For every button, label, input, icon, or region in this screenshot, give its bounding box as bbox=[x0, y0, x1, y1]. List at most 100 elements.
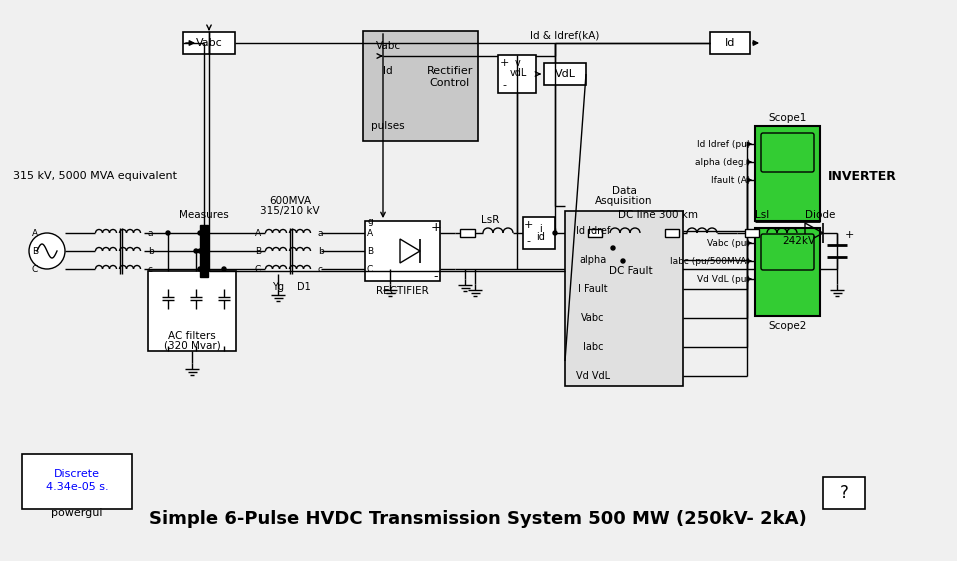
Text: Id: Id bbox=[724, 38, 735, 48]
Text: I Fault: I Fault bbox=[578, 284, 608, 294]
Text: Rectifier: Rectifier bbox=[427, 66, 473, 76]
Text: Scope1: Scope1 bbox=[768, 113, 807, 123]
Bar bbox=[460, 229, 475, 237]
Text: C: C bbox=[367, 264, 373, 274]
Text: +: + bbox=[523, 220, 533, 230]
Text: D1: D1 bbox=[297, 282, 311, 292]
Text: +: + bbox=[844, 230, 854, 240]
Bar bbox=[200, 225, 208, 277]
Text: Vabc: Vabc bbox=[195, 38, 222, 48]
Text: RECTIFIER: RECTIFIER bbox=[376, 286, 429, 296]
Text: 4.34e-05 s.: 4.34e-05 s. bbox=[46, 482, 108, 492]
Bar bbox=[588, 229, 602, 237]
Circle shape bbox=[29, 233, 65, 269]
Bar bbox=[22, 454, 132, 509]
Text: Vd VdL (pu): Vd VdL (pu) bbox=[697, 274, 750, 283]
Text: DC Fault: DC Fault bbox=[610, 266, 653, 276]
Text: Id Idref (pu): Id Idref (pu) bbox=[697, 140, 750, 149]
Text: A: A bbox=[367, 228, 373, 237]
Text: Measures: Measures bbox=[179, 210, 229, 220]
Bar bbox=[665, 229, 679, 237]
Bar bbox=[148, 271, 236, 351]
Text: Id & Idref(kA): Id & Idref(kA) bbox=[530, 30, 600, 40]
Circle shape bbox=[202, 231, 207, 236]
Text: Scope2: Scope2 bbox=[768, 321, 807, 331]
Bar bbox=[363, 31, 478, 141]
Text: +: + bbox=[431, 220, 441, 233]
Text: Vd VdL: Vd VdL bbox=[576, 371, 610, 381]
Circle shape bbox=[194, 249, 198, 253]
Text: Diode: Diode bbox=[805, 210, 835, 220]
Text: DC line 300 km: DC line 300 km bbox=[618, 210, 698, 220]
Text: a: a bbox=[148, 228, 153, 237]
Circle shape bbox=[198, 267, 202, 271]
Text: Discrete: Discrete bbox=[54, 469, 100, 479]
Text: alpha: alpha bbox=[579, 255, 607, 265]
Bar bbox=[183, 32, 235, 54]
Bar bbox=[498, 55, 536, 93]
FancyBboxPatch shape bbox=[761, 133, 814, 172]
Bar bbox=[544, 63, 586, 85]
Text: C: C bbox=[32, 264, 38, 274]
Text: VdL: VdL bbox=[554, 69, 575, 79]
Bar bbox=[755, 228, 820, 316]
Text: B: B bbox=[32, 246, 38, 255]
Text: 242kV: 242kV bbox=[782, 236, 815, 246]
Text: vdL: vdL bbox=[509, 68, 526, 78]
Text: Control: Control bbox=[430, 78, 470, 88]
Circle shape bbox=[198, 249, 202, 253]
Text: a: a bbox=[318, 228, 323, 237]
Bar bbox=[745, 229, 759, 237]
Text: b: b bbox=[148, 246, 154, 255]
Circle shape bbox=[222, 267, 226, 271]
Circle shape bbox=[198, 231, 202, 235]
Circle shape bbox=[202, 249, 207, 254]
Text: Vabc (pu): Vabc (pu) bbox=[707, 238, 750, 247]
Text: 315 kV, 5000 MVA equivalent: 315 kV, 5000 MVA equivalent bbox=[13, 171, 177, 181]
Circle shape bbox=[611, 246, 615, 250]
Text: B: B bbox=[367, 246, 373, 255]
Text: powergui: powergui bbox=[52, 508, 102, 518]
Text: 600MVA: 600MVA bbox=[269, 196, 311, 206]
Bar bbox=[755, 126, 820, 221]
Text: +: + bbox=[500, 58, 509, 68]
Text: pulses: pulses bbox=[371, 121, 405, 131]
Text: Iabc (pu/500MVA): Iabc (pu/500MVA) bbox=[670, 256, 750, 265]
Text: A: A bbox=[32, 228, 38, 237]
Text: v: v bbox=[515, 58, 521, 68]
Bar bbox=[523, 217, 555, 249]
Bar bbox=[823, 477, 865, 509]
Text: Ifault (A): Ifault (A) bbox=[711, 176, 750, 185]
Text: b: b bbox=[318, 246, 323, 255]
Text: Asquisition: Asquisition bbox=[595, 196, 653, 206]
Text: 315/210 kV: 315/210 kV bbox=[260, 206, 320, 216]
Text: INVERTER: INVERTER bbox=[828, 169, 897, 182]
Text: alpha (deg.): alpha (deg.) bbox=[695, 158, 750, 167]
Text: -: - bbox=[526, 236, 530, 246]
Circle shape bbox=[553, 231, 557, 235]
Bar bbox=[565, 211, 683, 386]
Text: Id Idref: Id Idref bbox=[576, 226, 611, 236]
Text: Vabc: Vabc bbox=[375, 41, 401, 51]
Text: Id: Id bbox=[383, 66, 392, 76]
Text: Yg: Yg bbox=[272, 282, 284, 292]
Circle shape bbox=[621, 259, 625, 263]
Circle shape bbox=[202, 266, 207, 272]
Text: -: - bbox=[434, 270, 438, 283]
Text: A: A bbox=[255, 228, 261, 237]
Bar bbox=[365, 221, 440, 281]
Text: LsI: LsI bbox=[755, 210, 769, 220]
Text: c: c bbox=[148, 264, 153, 274]
Text: Iabc: Iabc bbox=[583, 342, 603, 352]
Text: LsR: LsR bbox=[480, 215, 500, 225]
Bar bbox=[710, 32, 750, 54]
Text: (320 Mvar): (320 Mvar) bbox=[164, 341, 220, 351]
Text: g: g bbox=[367, 217, 373, 226]
Text: i: i bbox=[540, 224, 543, 234]
Text: Data: Data bbox=[612, 186, 636, 196]
Text: Vabc: Vabc bbox=[581, 313, 605, 323]
Text: id: id bbox=[537, 232, 545, 242]
Text: B: B bbox=[255, 246, 261, 255]
Text: c: c bbox=[318, 264, 323, 274]
Text: -: - bbox=[502, 80, 506, 90]
